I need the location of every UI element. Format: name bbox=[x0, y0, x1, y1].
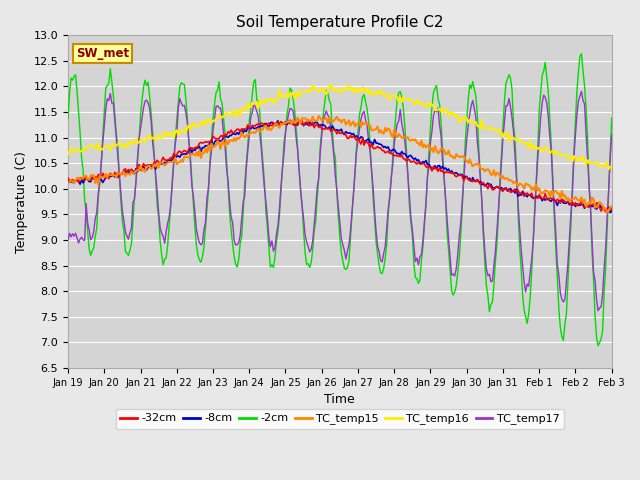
Legend: -32cm, -8cm, -2cm, TC_temp15, TC_temp16, TC_temp17: -32cm, -8cm, -2cm, TC_temp15, TC_temp16,… bbox=[116, 409, 564, 429]
X-axis label: Time: Time bbox=[324, 393, 355, 406]
Y-axis label: Temperature (C): Temperature (C) bbox=[15, 151, 28, 252]
Text: SW_met: SW_met bbox=[76, 47, 129, 60]
Title: Soil Temperature Profile C2: Soil Temperature Profile C2 bbox=[236, 15, 444, 30]
